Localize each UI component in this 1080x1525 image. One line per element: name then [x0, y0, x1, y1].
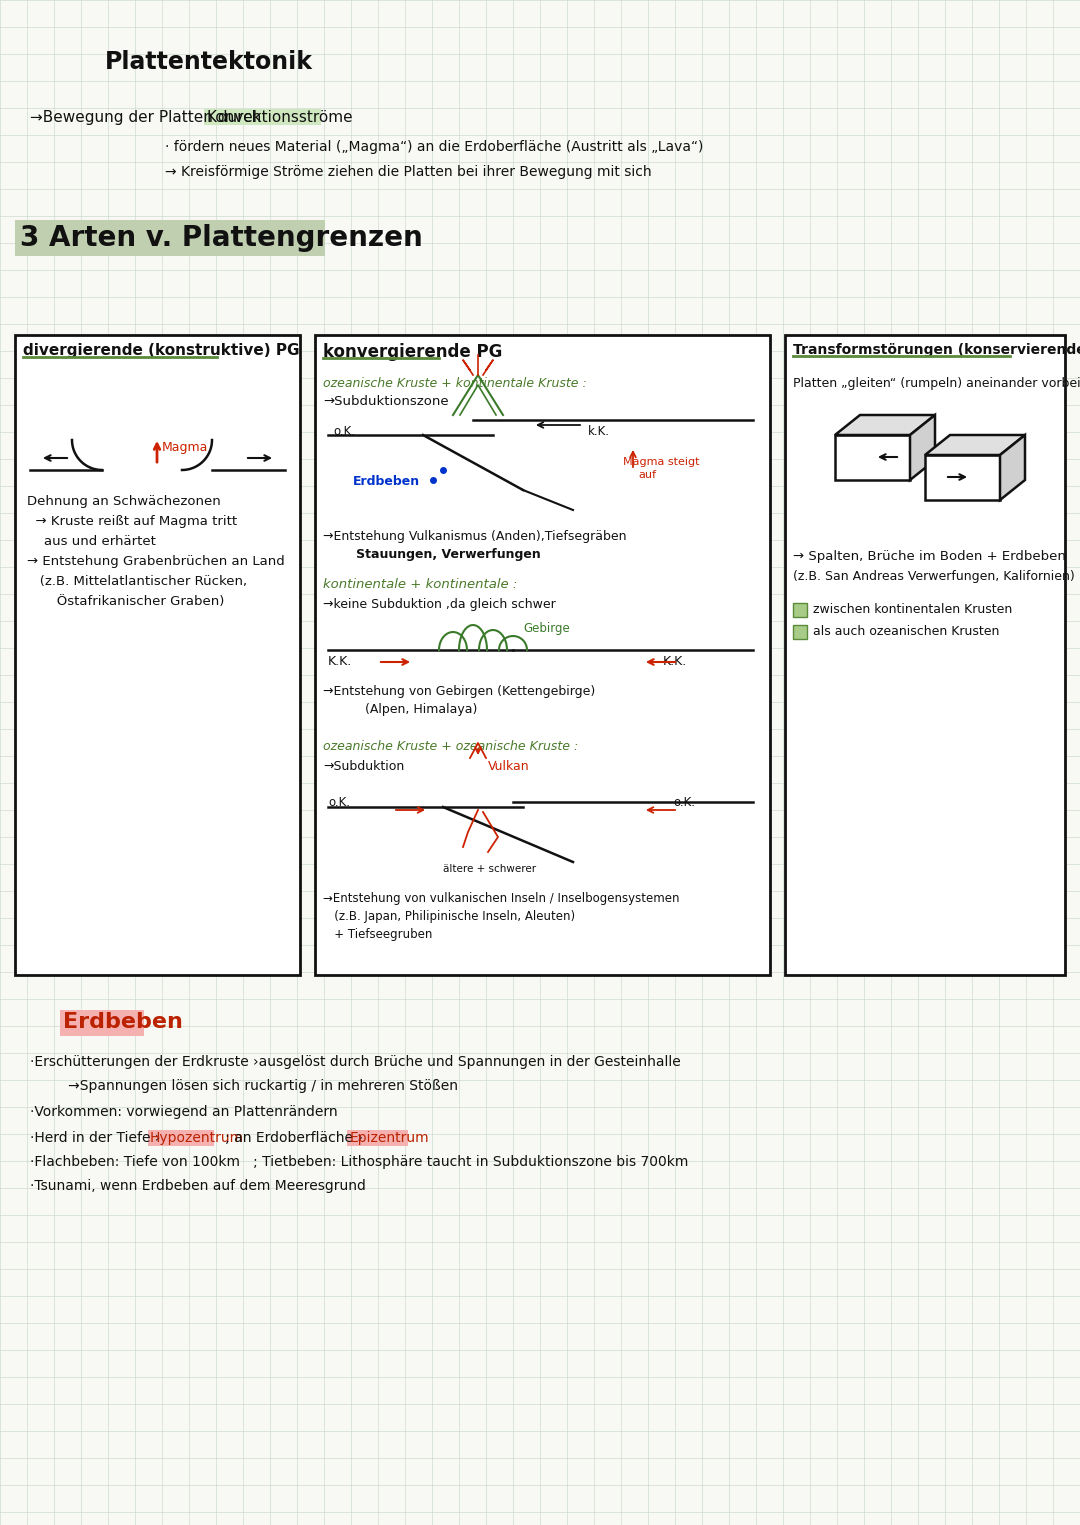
- Text: Gebirge: Gebirge: [523, 622, 570, 634]
- Text: Hypozentrum: Hypozentrum: [150, 1132, 244, 1145]
- Bar: [15, 336, 300, 974]
- Text: ·Tsunami, wenn Erdbeben auf dem Meeresgrund: ·Tsunami, wenn Erdbeben auf dem Meeresgr…: [30, 1179, 366, 1193]
- Text: konvergierende PG: konvergierende PG: [323, 343, 502, 361]
- Text: → Kreisförmige Ströme ziehen die Platten bei ihrer Bewegung mit sich: → Kreisförmige Ströme ziehen die Platten…: [165, 165, 651, 178]
- Text: Östafrikanischer Graben): Östafrikanischer Graben): [27, 595, 225, 608]
- Text: ·Vorkommen: vorwiegend an Plattenrändern: ·Vorkommen: vorwiegend an Plattenrändern: [30, 1106, 338, 1119]
- Bar: [793, 625, 807, 639]
- Text: →Entstehung von Gebirgen (Kettengebirge): →Entstehung von Gebirgen (Kettengebirge): [323, 685, 595, 698]
- Text: aus und erhärtet: aus und erhärtet: [27, 535, 156, 547]
- Text: kontinentale + kontinentale :: kontinentale + kontinentale :: [323, 578, 517, 592]
- Text: →Spannungen lösen sich ruckartig / in mehreren Stößen: →Spannungen lösen sich ruckartig / in me…: [55, 1080, 458, 1093]
- Text: · fördern neues Material („Magma“) an die Erdoberfläche (Austritt als „Lava“): · fördern neues Material („Magma“) an di…: [165, 140, 703, 154]
- Text: ·Flachbeben: Tiefe von 100km   ; Tietbeben: Lithosphäre taucht in Subduktionszon: ·Flachbeben: Tiefe von 100km ; Tietbeben…: [30, 1154, 688, 1170]
- Text: K.K.: K.K.: [328, 656, 352, 668]
- Text: (z.B. San Andreas Verwerfungen, Kalifornien): (z.B. San Andreas Verwerfungen, Kaliforn…: [793, 570, 1075, 583]
- Text: Plattentektonik: Plattentektonik: [105, 50, 313, 75]
- Text: ältere + schwerer: ältere + schwerer: [443, 865, 536, 874]
- Text: (z.B. Mittelatlantischer Rücken,: (z.B. Mittelatlantischer Rücken,: [27, 575, 247, 589]
- Text: als auch ozeanischen Krusten: als auch ozeanischen Krusten: [813, 625, 999, 637]
- Text: Transformstörungen (konservierende PG): Transformstörungen (konservierende PG): [793, 343, 1080, 357]
- Text: divergierende (konstruktive) PG: divergierende (konstruktive) PG: [23, 343, 299, 358]
- Bar: [15, 220, 325, 256]
- Text: →Bewegung der Platten durch: →Bewegung der Platten durch: [30, 110, 266, 125]
- Text: →Entstehung Vulkanismus (Anden),Tiefsegräben: →Entstehung Vulkanismus (Anden),Tiefsegr…: [323, 531, 626, 543]
- Text: → Kruste reißt auf Magma tritt: → Kruste reißt auf Magma tritt: [27, 515, 238, 528]
- Text: Platten „gleiten“ (rumpeln) aneinander vorbei: Platten „gleiten“ (rumpeln) aneinander v…: [793, 377, 1080, 390]
- Text: o.K.: o.K.: [673, 796, 696, 808]
- Text: K.K.: K.K.: [663, 656, 687, 668]
- Polygon shape: [835, 435, 910, 480]
- Text: o.K.: o.K.: [328, 796, 350, 808]
- Text: Erdbeben: Erdbeben: [63, 1013, 183, 1032]
- Polygon shape: [835, 415, 935, 435]
- Text: Stauungen, Verwerfungen: Stauungen, Verwerfungen: [343, 547, 541, 561]
- Polygon shape: [924, 435, 1025, 454]
- Text: →keine Subduktion ,da gleich schwer: →keine Subduktion ,da gleich schwer: [323, 598, 556, 612]
- Bar: [60, 1010, 144, 1035]
- Text: → Entstehung Grabenbrüchen an Land: → Entstehung Grabenbrüchen an Land: [27, 555, 285, 567]
- Bar: [785, 336, 1065, 974]
- Bar: [204, 108, 321, 125]
- Text: → Spalten, Brüche im Boden + Erdbeben: → Spalten, Brüche im Boden + Erdbeben: [793, 551, 1066, 563]
- Text: ·Herd in der Tiefe ›: ·Herd in der Tiefe ›: [30, 1132, 165, 1145]
- Text: o.K.: o.K.: [333, 425, 355, 438]
- Text: ozeanische Kruste + kontinentale Kruste :: ozeanische Kruste + kontinentale Kruste …: [323, 377, 586, 390]
- Text: (Alpen, Himalaya): (Alpen, Himalaya): [353, 703, 477, 717]
- Text: →Subduktionszone: →Subduktionszone: [323, 395, 448, 409]
- Bar: [148, 1130, 215, 1145]
- Text: Magma: Magma: [162, 442, 208, 454]
- Text: →Entstehung von vulkanischen Inseln / Inselbogensystemen: →Entstehung von vulkanischen Inseln / In…: [323, 892, 679, 904]
- Bar: [793, 602, 807, 618]
- Text: Epizentrum: Epizentrum: [349, 1132, 429, 1145]
- Text: Vulkan: Vulkan: [488, 759, 529, 773]
- Polygon shape: [1000, 435, 1025, 500]
- Text: →Subduktion: →Subduktion: [323, 759, 404, 773]
- Text: auf: auf: [638, 470, 656, 480]
- Text: zwischen kontinentalen Krusten: zwischen kontinentalen Krusten: [813, 602, 1012, 616]
- Polygon shape: [924, 454, 1000, 500]
- Text: + Tiefseegruben: + Tiefseegruben: [323, 929, 432, 941]
- Text: ; an Erdoberfläche ›: ; an Erdoberfläche ›: [213, 1132, 367, 1145]
- Text: Magma steigt: Magma steigt: [623, 458, 700, 467]
- Text: ozeanische Kruste + ozeanische Kruste :: ozeanische Kruste + ozeanische Kruste :: [323, 740, 578, 753]
- Text: ·Erschütterungen der Erdkruste ›ausgelöst durch Brüche und Spannungen in der Ges: ·Erschütterungen der Erdkruste ›ausgelös…: [30, 1055, 680, 1069]
- Text: (z.B. Japan, Philipinische Inseln, Aleuten): (z.B. Japan, Philipinische Inseln, Aleut…: [323, 910, 576, 923]
- Bar: [347, 1130, 408, 1145]
- Text: Erdbeben: Erdbeben: [353, 474, 420, 488]
- Polygon shape: [910, 415, 935, 480]
- Text: 3 Arten v. Plattengrenzen: 3 Arten v. Plattengrenzen: [21, 224, 422, 252]
- Text: k.K.: k.K.: [588, 425, 610, 438]
- Text: Konvektionsströme: Konvektionsströme: [206, 110, 353, 125]
- Bar: [315, 336, 770, 974]
- Text: Dehnung an Schwächezonen: Dehnung an Schwächezonen: [27, 496, 220, 508]
